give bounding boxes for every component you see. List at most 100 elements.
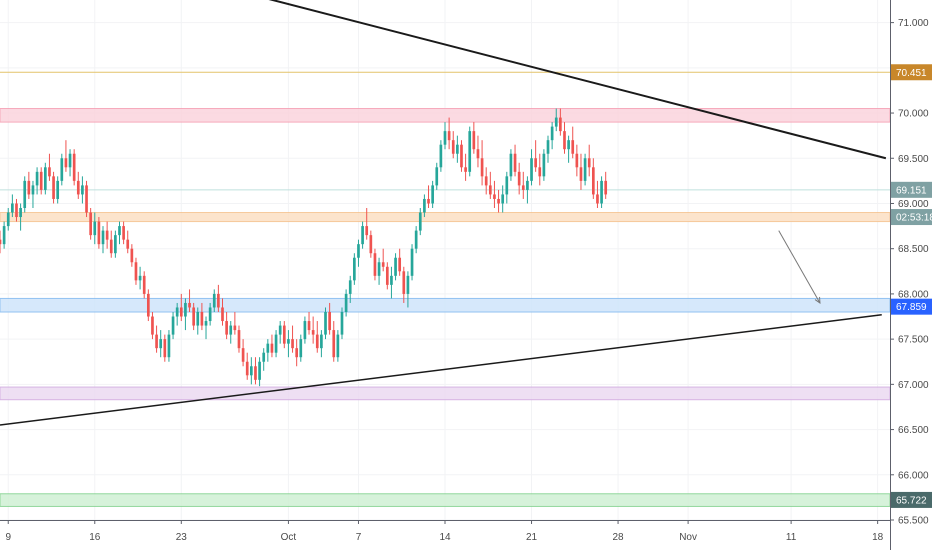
candle-body-86 xyxy=(353,257,356,281)
candle-body-28 xyxy=(114,235,117,254)
candle-body-22 xyxy=(89,212,92,236)
candle-body-75 xyxy=(307,321,311,331)
candle-body-119 xyxy=(488,185,492,195)
candle-body-77 xyxy=(315,334,319,349)
price-tag-box-4 xyxy=(891,491,932,508)
arrow-head xyxy=(814,296,821,304)
candle-body-16 xyxy=(64,158,68,168)
candle-body-31 xyxy=(126,239,130,249)
candle-body-43 xyxy=(175,307,179,317)
candle-body-101 xyxy=(414,230,418,249)
candle-body-130 xyxy=(534,158,537,168)
y-tick-label-9: 66.500 xyxy=(898,425,929,436)
price-scale-background xyxy=(890,0,932,550)
candle-body-139 xyxy=(571,140,575,154)
x-tick-label-7: 28 xyxy=(612,532,624,543)
projection-arrow xyxy=(778,230,821,304)
candle-body-80 xyxy=(328,312,331,331)
candle-body-63 xyxy=(258,361,261,380)
x-axis-ticks: 9 16 23 Oct 7 14 21 28 Nov 11 18 xyxy=(5,520,884,543)
candle-body-64 xyxy=(262,352,266,362)
zone-2 xyxy=(0,297,891,313)
x-tick-label-9: 11 xyxy=(786,532,797,543)
candle-body-132 xyxy=(542,153,546,177)
candle-body-93 xyxy=(381,262,385,267)
candle-body-72 xyxy=(295,348,299,358)
candle-body-53 xyxy=(217,293,220,308)
candle-body-117 xyxy=(480,158,484,177)
y-tick-label-0: 71.000 xyxy=(898,18,929,29)
candle-body-1 xyxy=(2,226,6,245)
candle-body-146 xyxy=(600,180,603,204)
candle-body-76 xyxy=(311,330,315,335)
y-tick-label-8: 67.000 xyxy=(898,380,929,391)
x-tick-label-6: 21 xyxy=(526,532,538,543)
price-tag-label-2: 02:53:18 xyxy=(896,213,932,224)
candles xyxy=(0,108,608,387)
candle-body-7 xyxy=(27,180,31,195)
candle-body-94 xyxy=(385,266,389,285)
candle-body-47 xyxy=(192,307,195,326)
y-tick-label-10: 66.000 xyxy=(898,470,929,481)
candle-body-143 xyxy=(587,158,591,168)
candle-body-11 xyxy=(43,167,47,190)
candle-body-51 xyxy=(208,307,212,322)
candle-body-27 xyxy=(109,239,113,254)
x-tick-label-1: 16 xyxy=(89,532,101,543)
candle-body-45 xyxy=(184,302,187,317)
candle-body-66 xyxy=(270,343,274,353)
candle-body-38 xyxy=(155,334,158,349)
candle-body-98 xyxy=(402,271,406,294)
y-tick-label-3: 69.500 xyxy=(898,154,929,165)
candle-body-125 xyxy=(513,153,517,172)
price-tag-label-4: 65.722 xyxy=(896,495,927,506)
candle-body-121 xyxy=(497,198,500,204)
zone-0 xyxy=(0,108,891,123)
candle-body-29 xyxy=(118,226,121,236)
candle-body-60 xyxy=(245,361,249,376)
price-tag-label-3: 67.859 xyxy=(896,302,927,313)
candle-body-19 xyxy=(76,180,80,195)
candle-body-20 xyxy=(81,185,84,195)
candle-body-135 xyxy=(554,117,558,127)
candle-body-142 xyxy=(583,158,587,181)
candle-body-36 xyxy=(146,293,150,317)
candle-body-41 xyxy=(167,334,171,358)
y-tick-label-11: 65.500 xyxy=(898,516,929,527)
candle-body-138 xyxy=(567,140,570,150)
candle-body-17 xyxy=(68,153,72,168)
candle-body-124 xyxy=(509,153,513,177)
candle-body-74 xyxy=(303,321,307,340)
candle-body-32 xyxy=(130,248,134,263)
x-tick-label-10: 18 xyxy=(872,532,884,543)
candle-body-59 xyxy=(241,348,245,362)
x-tick-label-5: 14 xyxy=(439,532,451,543)
candle-body-78 xyxy=(320,334,323,349)
candle-body-127 xyxy=(521,185,525,190)
candle-body-14 xyxy=(56,180,60,199)
candle-body-147 xyxy=(604,180,608,195)
candle-body-3 xyxy=(11,203,14,213)
candle-body-26 xyxy=(105,230,109,240)
candle-body-13 xyxy=(52,176,55,199)
candle-body-4 xyxy=(15,203,18,218)
x-tick-label-3: Oct xyxy=(281,532,297,543)
candle-body-113 xyxy=(464,167,467,172)
candle-body-50 xyxy=(204,321,208,326)
price-tag-box-1 xyxy=(891,181,932,198)
price-tag-label-0: 70.451 xyxy=(896,68,927,79)
candle-body-96 xyxy=(394,257,397,276)
candle-body-58 xyxy=(237,330,241,349)
candle-body-116 xyxy=(476,149,480,159)
candle-body-112 xyxy=(460,144,463,168)
candle-body-12 xyxy=(48,167,51,177)
candle-body-115 xyxy=(472,131,476,150)
candle-body-71 xyxy=(291,339,294,349)
candle-body-89 xyxy=(365,226,369,236)
x-tick-label-2: 23 xyxy=(176,532,188,543)
candle-body-24 xyxy=(97,221,101,245)
candle-body-40 xyxy=(163,339,167,358)
candle-body-10 xyxy=(39,171,43,190)
candle-body-110 xyxy=(451,140,455,154)
candle-body-122 xyxy=(501,194,505,204)
